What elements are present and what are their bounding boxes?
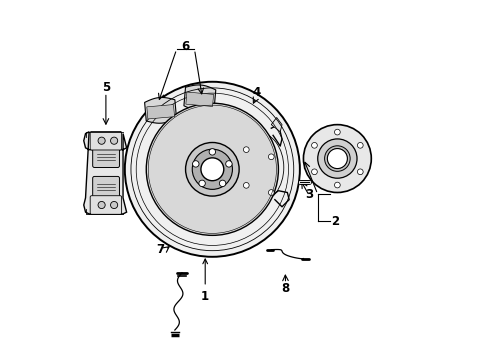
Circle shape [185,143,239,196]
Text: 7: 7 [156,243,164,256]
Circle shape [268,190,274,195]
Circle shape [146,103,278,235]
FancyBboxPatch shape [90,131,122,150]
FancyBboxPatch shape [93,146,119,167]
Circle shape [334,129,340,135]
Circle shape [268,154,274,159]
Polygon shape [185,92,213,107]
Circle shape [192,149,232,189]
Text: 5: 5 [102,81,110,94]
Circle shape [219,180,225,186]
Circle shape [124,82,299,257]
Circle shape [327,149,346,168]
Circle shape [243,147,248,153]
Circle shape [357,169,363,175]
Polygon shape [183,85,215,111]
Ellipse shape [223,123,290,212]
Circle shape [311,143,317,148]
Circle shape [199,180,205,186]
Circle shape [303,125,370,193]
Circle shape [225,161,232,167]
Text: 2: 2 [331,215,339,228]
Circle shape [311,169,317,175]
Circle shape [192,161,199,167]
Circle shape [98,137,105,144]
Circle shape [334,182,340,188]
Polygon shape [146,104,174,119]
FancyBboxPatch shape [90,196,122,214]
Circle shape [324,146,349,171]
Polygon shape [144,98,176,123]
Circle shape [243,183,248,188]
Circle shape [110,202,118,208]
Text: 1: 1 [201,259,209,303]
Circle shape [98,202,105,208]
Text: 3: 3 [304,188,312,201]
Circle shape [357,143,363,148]
Circle shape [110,137,118,144]
Circle shape [317,139,356,178]
Polygon shape [83,132,126,214]
Text: 4: 4 [252,86,261,99]
Circle shape [201,158,224,181]
FancyBboxPatch shape [93,176,119,198]
Polygon shape [271,117,282,132]
Text: 6: 6 [181,40,189,53]
Text: 8: 8 [281,283,289,296]
Circle shape [209,149,215,155]
Circle shape [326,149,346,168]
